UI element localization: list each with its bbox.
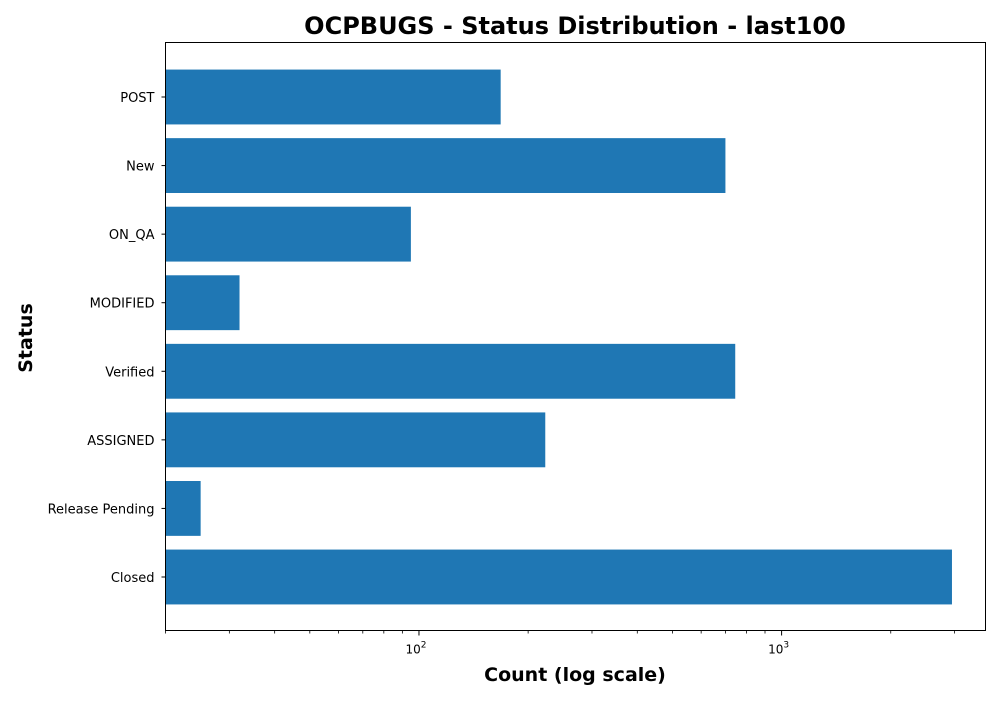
bar-on-qa xyxy=(165,206,411,262)
y-tick-label: POST xyxy=(120,91,154,106)
y-tick-label: ASSIGNED xyxy=(87,434,154,449)
x-tick-label-exponent: 3 xyxy=(783,641,789,651)
y-tick-label: New xyxy=(126,160,155,175)
x-axis-label: Count (log scale) xyxy=(484,664,666,686)
bar-verified xyxy=(165,343,736,399)
x-tick-label: 103 xyxy=(768,641,789,657)
x-tick-label-exponent: 2 xyxy=(421,641,427,651)
y-axis-label: Status xyxy=(15,303,37,373)
chart-title: OCPBUGS - Status Distribution - last100 xyxy=(304,12,846,40)
x-tick-label-base: 10 xyxy=(768,643,783,657)
bar-modified xyxy=(165,275,240,331)
y-tick-label: Verified xyxy=(105,365,154,380)
x-tick-label: 102 xyxy=(405,641,426,657)
y-tick-label: ON_QA xyxy=(109,228,155,243)
bar-post xyxy=(165,69,501,125)
y-tick-label: Closed xyxy=(111,571,155,586)
bar-closed xyxy=(165,549,952,605)
x-axis-ticks: 102 103 xyxy=(165,630,956,657)
bars-layer xyxy=(165,69,952,605)
y-axis-ticks: POST New ON_QA MODIFIED Verified ASSIGNED Rele… xyxy=(48,91,166,586)
bar-assigned xyxy=(165,412,546,468)
bar-release-pending xyxy=(165,481,201,536)
x-tick-label-base: 10 xyxy=(405,643,420,657)
plot-area-frame xyxy=(165,42,986,631)
bar-new xyxy=(165,138,726,193)
y-tick-label: MODIFIED xyxy=(90,297,155,312)
y-tick-label: Release Pending xyxy=(48,502,155,517)
